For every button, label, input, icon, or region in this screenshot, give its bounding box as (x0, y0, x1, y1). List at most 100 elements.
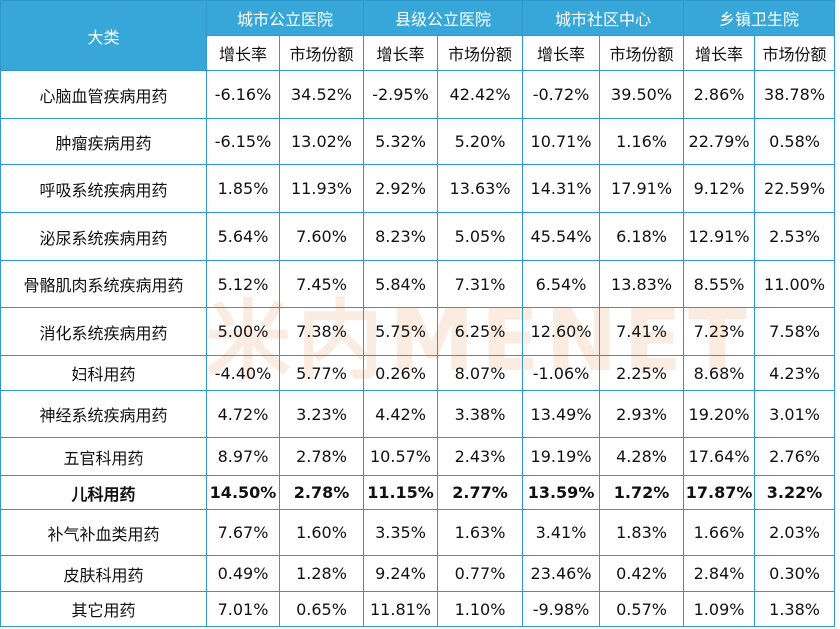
market-share-cell: 2.25% (599, 355, 685, 391)
market-share-cell: 6.18% (599, 212, 685, 261)
market-share-cell: 11.00% (754, 260, 836, 308)
subheader-share: 市场份额 (278, 35, 365, 71)
growth-rate-cell: 6.54% (522, 260, 601, 308)
group-header-township: 乡镇卫生院 (683, 0, 836, 36)
growth-rate-cell: 5.64% (206, 212, 280, 261)
market-share-cell: 8.07% (437, 355, 524, 391)
table-body: 心脑血管疾病用药 -6.16% 34.52% -2.95% 42.42% -0.72% 39… (0, 70, 836, 627)
growth-rate-cell: 1.85% (206, 164, 280, 213)
market-share-cell: 7.45% (278, 260, 365, 308)
subheader-share: 市场份额 (599, 35, 685, 71)
table-row: 儿科用药 14.50% 2.78% 11.15% 2.77% 13.59% 1.72% 17.… (0, 475, 836, 510)
growth-rate-cell: 0.26% (363, 355, 439, 391)
growth-rate-cell: 13.49% (522, 390, 601, 438)
growth-rate-cell: -6.15% (206, 118, 280, 165)
market-share-cell: 7.38% (278, 307, 365, 356)
growth-rate-cell: 9.12% (683, 164, 756, 213)
growth-rate-cell: 3.41% (522, 509, 601, 556)
market-share-cell: 7.31% (437, 260, 524, 308)
market-share-cell: 4.23% (754, 355, 836, 391)
market-share-cell: 1.60% (278, 509, 365, 556)
growth-rate-cell: 14.31% (522, 164, 601, 213)
subheader-share: 市场份额 (754, 35, 836, 71)
market-share-cell: 7.58% (754, 307, 836, 356)
growth-rate-cell: 2.86% (683, 70, 756, 119)
table-row: 妇科用药 -4.40% 5.77% 0.26% 8.07% -1.06% 2.25% 8.68… (0, 355, 836, 391)
row-category: 妇科用药 (0, 355, 207, 391)
growth-rate-cell: 23.46% (522, 555, 601, 592)
table-row: 心脑血管疾病用药 -6.16% 34.52% -2.95% 42.42% -0.72% 39… (0, 70, 836, 119)
market-share-cell: 0.42% (599, 555, 685, 592)
growth-rate-cell: -0.72% (522, 70, 601, 119)
growth-rate-cell: 22.79% (683, 118, 756, 165)
market-share-cell: 13.02% (278, 118, 365, 165)
growth-rate-cell: 19.20% (683, 390, 756, 438)
growth-rate-cell: -9.98% (522, 591, 601, 627)
growth-rate-cell: 5.00% (206, 307, 280, 356)
growth-rate-cell: 10.57% (363, 437, 439, 476)
row-category: 呼吸系统疾病用药 (0, 164, 207, 213)
growth-rate-cell: 12.60% (522, 307, 601, 356)
growth-rate-cell: 1.66% (683, 509, 756, 556)
market-share-cell: 22.59% (754, 164, 836, 213)
market-share-cell: 3.22% (754, 475, 836, 510)
row-category: 其它用药 (0, 591, 207, 627)
row-category: 泌尿系统疾病用药 (0, 212, 207, 261)
growth-rate-cell: 3.35% (363, 509, 439, 556)
table-row: 肿瘤疾病用药 -6.15% 13.02% 5.32% 5.20% 10.71% 1.16% 2… (0, 118, 836, 165)
market-share-cell: 7.41% (599, 307, 685, 356)
growth-rate-cell: 5.12% (206, 260, 280, 308)
subheader-growth: 增长率 (363, 35, 439, 71)
market-share-cell: 3.01% (754, 390, 836, 438)
table-row: 皮肤科用药 0.49% 1.28% 9.24% 0.77% 23.46% 0.42% 2.84… (0, 555, 836, 592)
market-share-cell: 1.83% (599, 509, 685, 556)
market-share-cell: 38.78% (754, 70, 836, 119)
group-header-city-public: 城市公立医院 (205, 0, 365, 36)
market-share-cell: 4.28% (599, 437, 685, 476)
growth-rate-cell: 0.49% (206, 555, 280, 592)
row-category: 补气补血类用药 (0, 509, 207, 556)
growth-rate-cell: 2.84% (683, 555, 756, 592)
market-share-cell: 39.50% (599, 70, 685, 119)
market-share-cell: 13.63% (437, 164, 524, 213)
growth-rate-cell: 10.71% (522, 118, 601, 165)
market-share-cell: 3.23% (278, 390, 365, 438)
row-category: 骨骼肌肉系统疾病用药 (0, 260, 207, 308)
subheader-share: 市场份额 (437, 35, 524, 71)
market-share-cell: 2.53% (754, 212, 836, 261)
market-share-cell: 1.63% (437, 509, 524, 556)
growth-rate-cell: -2.95% (363, 70, 439, 119)
corner-header: 大类 (0, 0, 207, 71)
growth-rate-cell: 8.55% (683, 260, 756, 308)
growth-rate-cell: 14.50% (206, 475, 280, 510)
group-header-city-community: 城市社区中心 (522, 0, 685, 36)
table-row: 骨骼肌肉系统疾病用药 5.12% 7.45% 5.84% 7.31% 6.54% 13.83… (0, 260, 836, 308)
growth-rate-cell: 13.59% (522, 475, 601, 510)
market-share-cell: 5.05% (437, 212, 524, 261)
row-category: 心脑血管疾病用药 (0, 70, 207, 119)
growth-rate-cell: 5.84% (363, 260, 439, 308)
growth-rate-cell: 4.42% (363, 390, 439, 438)
market-share-cell: 6.25% (437, 307, 524, 356)
group-header-county-public: 县级公立医院 (363, 0, 524, 36)
growth-rate-cell: 7.67% (206, 509, 280, 556)
growth-rate-cell: 8.97% (206, 437, 280, 476)
market-share-cell: 7.60% (278, 212, 365, 261)
subheader-growth: 增长率 (522, 35, 601, 71)
growth-rate-cell: -4.40% (206, 355, 280, 391)
market-share-cell: 2.78% (278, 475, 365, 510)
market-share-cell: 0.77% (437, 555, 524, 592)
market-share-cell: 1.10% (437, 591, 524, 627)
market-share-cell: 34.52% (278, 70, 365, 119)
growth-rate-cell: 5.32% (363, 118, 439, 165)
market-share-cell: 0.65% (278, 591, 365, 627)
market-share-cell: 2.03% (754, 509, 836, 556)
row-category: 皮肤科用药 (0, 555, 207, 592)
growth-rate-cell: 11.15% (363, 475, 439, 510)
market-share-cell: 5.77% (278, 355, 365, 391)
growth-rate-cell: 4.72% (206, 390, 280, 438)
market-share-cell: 5.20% (437, 118, 524, 165)
market-share-cell: 2.76% (754, 437, 836, 476)
row-category: 五官科用药 (0, 437, 207, 476)
